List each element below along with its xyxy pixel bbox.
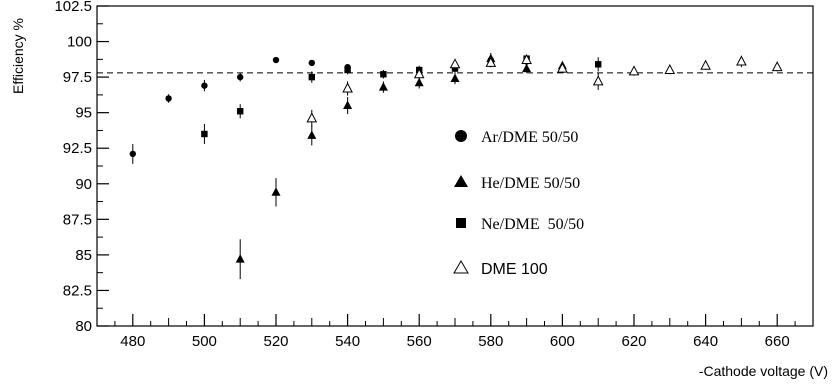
series-triangle-filled: [235, 52, 567, 280]
legend-label: Ar/DME 50/50: [481, 129, 578, 146]
data-point: [308, 73, 315, 81]
data-point: [308, 59, 315, 67]
plot-frame: [96, 5, 814, 327]
data-point: [343, 100, 353, 110]
data-point: [342, 82, 353, 93]
data-point: [450, 73, 460, 83]
y-tick-label: 102.5: [54, 0, 92, 15]
data-point: [485, 56, 497, 67]
x-tick-label: 620: [621, 333, 646, 350]
series-triangle-open: [306, 53, 783, 127]
data-point: [129, 150, 136, 158]
legend-marker: [454, 175, 468, 187]
data-point: [201, 130, 208, 138]
data-point: [235, 254, 245, 263]
legend-marker: [455, 130, 467, 142]
data-point: [413, 68, 425, 79]
y-tick-label: 95: [75, 105, 92, 122]
data-points: [129, 52, 783, 280]
data-point: [307, 130, 317, 139]
x-tick-label: 500: [192, 333, 217, 350]
y-tick-label: 92.5: [63, 140, 92, 157]
legend-label: Ne/DME 50/50: [481, 216, 584, 233]
data-point: [592, 75, 604, 86]
data-point: [380, 71, 387, 78]
data-point: [771, 61, 783, 72]
y-tick-label: 80: [75, 318, 92, 335]
data-point: [664, 63, 676, 74]
x-tick-label: 520: [263, 333, 288, 350]
legend-marker: [453, 260, 469, 274]
data-point: [414, 77, 424, 87]
x-tick-label: 640: [693, 333, 718, 350]
x-tick-label: 600: [550, 333, 575, 350]
y-tick-label: 90: [75, 176, 92, 193]
data-point: [201, 82, 208, 89]
data-point: [237, 73, 244, 81]
data-point: [521, 53, 532, 65]
legend-label: DME 100: [481, 261, 548, 278]
data-point: [271, 187, 281, 196]
x-tick-label: 660: [765, 333, 790, 350]
data-point: [595, 61, 602, 68]
data-point: [522, 63, 532, 73]
data-point: [272, 56, 280, 64]
x-tick-label: 580: [478, 333, 503, 350]
y-tick-label: 85: [75, 247, 92, 264]
data-point: [306, 112, 318, 123]
y-axis-label: Efficiency %: [10, 18, 26, 94]
legend-marker: [456, 218, 466, 228]
x-tick-label: 560: [407, 333, 432, 350]
data-point: [237, 108, 244, 115]
data-point: [165, 95, 172, 102]
legend: Ar/DME 50/50 He/DME 50/50 Ne/DME 50/50 DME …: [453, 129, 584, 278]
data-point: [700, 59, 711, 70]
data-point: [344, 66, 351, 74]
x-axis-label: -Cathode voltage (V): [699, 363, 828, 379]
data-point: [557, 62, 568, 73]
y-tick-label: 87.5: [63, 211, 92, 228]
data-point: [628, 65, 640, 76]
x-tick-label: 540: [335, 333, 360, 350]
data-point: [449, 58, 461, 69]
y-tick-label: 97.5: [63, 69, 92, 86]
y-tick-label: 100: [67, 34, 92, 51]
x-tick-label: 480: [120, 333, 145, 350]
axis-ticks: 80 82.5 85 87.5 90 92.5 95 97.5 100 102.5 480 500 52…: [54, 0, 814, 350]
data-point: [378, 82, 388, 91]
y-tick-label: 82.5: [63, 282, 92, 299]
data-point: [736, 55, 747, 66]
legend-label: He/DME 50/50: [481, 175, 580, 192]
